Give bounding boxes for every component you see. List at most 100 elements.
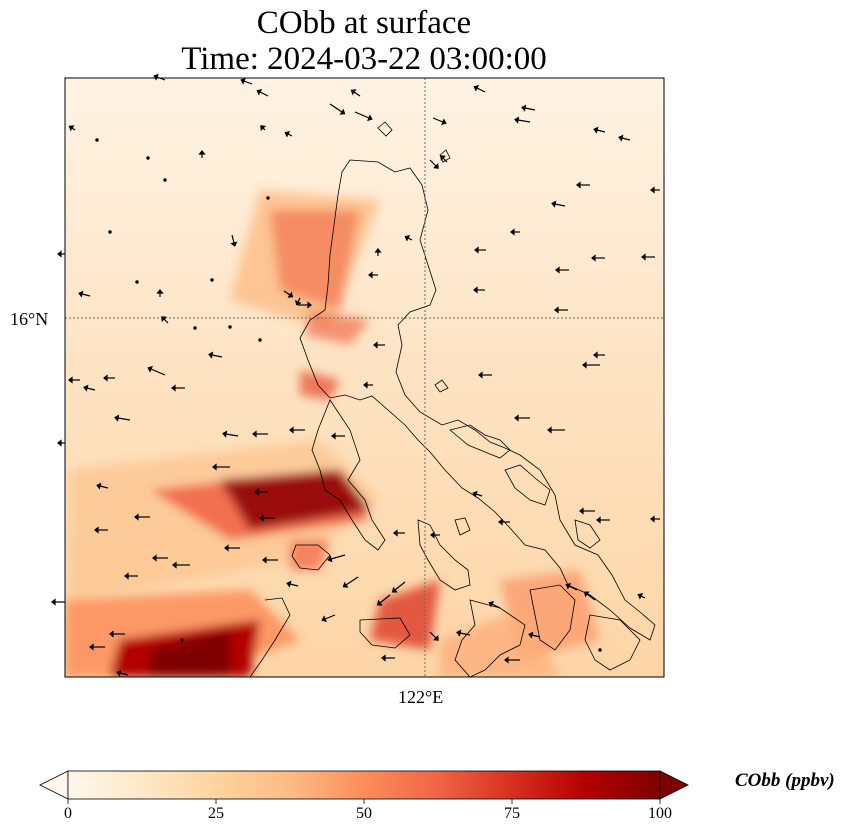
wind-vector-head	[591, 254, 596, 262]
wind-vector	[596, 129, 606, 133]
wind-vector-head	[350, 89, 357, 96]
wind-vector	[225, 433, 239, 437]
wind-vector-head	[256, 89, 263, 96]
wind-vector	[329, 103, 343, 113]
wind-vector	[442, 157, 448, 163]
wind-vector-head	[547, 426, 552, 434]
wind-vector-head	[555, 266, 560, 274]
map-frame	[64, 77, 665, 678]
wind-vector-head	[172, 561, 177, 569]
wind-vector-head	[161, 316, 168, 323]
wind-vector-head	[393, 529, 398, 537]
wind-vector-head	[373, 341, 378, 349]
wind-vector-head	[488, 601, 495, 608]
wind-vector	[394, 581, 406, 591]
wind-vector-head	[156, 289, 164, 294]
wind-vector-head	[152, 554, 157, 562]
wind-vector	[297, 297, 301, 303]
wind-vector	[345, 576, 359, 586]
wind-vector	[598, 648, 602, 652]
wind-vector-head	[96, 482, 102, 490]
wind-vector-head	[124, 572, 129, 580]
wind-vector-head	[295, 299, 302, 306]
colorbar	[39, 770, 689, 804]
wind-vector-head	[240, 77, 246, 85]
wind-vector	[353, 91, 361, 97]
wind-vector	[621, 137, 631, 141]
wind-vector	[407, 237, 413, 241]
wind-vector-head	[618, 134, 624, 142]
wind-vector-head	[109, 630, 114, 638]
wind-vector-head	[68, 376, 73, 384]
wind-vector	[108, 230, 112, 234]
wind-vector-head	[331, 432, 336, 440]
wind-vector	[475, 493, 483, 497]
wind-vector	[554, 203, 566, 207]
wind-vector	[193, 326, 197, 330]
wind-vector-head	[430, 531, 435, 539]
wind-vector-head	[367, 114, 373, 122]
wind-vector	[283, 290, 291, 296]
wind-vector	[163, 318, 169, 324]
wind-vector	[324, 614, 336, 620]
wind-vector-head	[284, 131, 291, 138]
wind-vector	[163, 178, 167, 182]
colorbar-tick-label: 25	[208, 805, 224, 822]
wind-vector-head	[287, 291, 294, 298]
latitude-gridline-label: 16°N	[10, 309, 49, 329]
wind-vector	[99, 485, 109, 489]
wind-vector-head	[514, 116, 520, 124]
wind-vector	[86, 387, 96, 391]
wind-vector-head	[514, 414, 519, 422]
wind-vector	[354, 111, 370, 119]
wind-vector-head	[374, 248, 382, 253]
wind-vector-head	[432, 162, 439, 169]
wind-vector	[258, 338, 262, 342]
wind-vector-head	[171, 384, 176, 392]
wind-vector-head	[230, 241, 238, 247]
map-title-line1: CObb at surface	[256, 5, 472, 41]
wind-vector-head	[637, 593, 644, 600]
wind-vector-head	[254, 488, 259, 496]
wind-vector-head	[368, 271, 373, 279]
wind-vector	[150, 368, 166, 376]
wind-vector-head	[289, 426, 294, 434]
wind-vector-head	[472, 490, 478, 498]
wind-vector-head	[262, 556, 267, 564]
wind-vector-head	[89, 643, 94, 651]
wind-vector-head	[260, 125, 267, 132]
wind-vector	[531, 634, 541, 638]
coastline	[249, 121, 656, 677]
wind-vector	[491, 603, 501, 609]
colorbar-tick-label: 0	[64, 805, 72, 822]
wind-vector-head	[342, 581, 349, 588]
wind-vector-head	[404, 235, 411, 242]
wind-vector	[119, 672, 129, 676]
colorbar-tick-label: 100	[648, 805, 672, 822]
wind-vector-head	[441, 118, 447, 126]
wind-vector	[210, 278, 214, 282]
wind-vector	[287, 133, 293, 137]
wind-vector-head	[208, 351, 214, 359]
wind-vector	[117, 417, 131, 421]
wind-vector-head	[381, 654, 386, 662]
wind-vector-head	[68, 125, 75, 132]
wind-vector-head	[528, 631, 534, 639]
wind-vector-head	[94, 526, 99, 534]
wind-vector	[289, 583, 299, 587]
wind-vector-head	[57, 439, 62, 447]
wind-vector-head	[212, 463, 217, 471]
colorbar-tick-label: 50	[356, 805, 372, 822]
wind-vector	[476, 87, 486, 93]
wind-vector-head	[473, 286, 478, 294]
wind-vector-head	[474, 246, 479, 254]
wind-vector	[524, 107, 536, 111]
wind-vector	[517, 119, 531, 123]
wind-vector	[429, 159, 437, 167]
wind-vector	[135, 280, 139, 284]
wind-vector	[640, 595, 646, 599]
wind-vector-head	[579, 507, 584, 515]
wind-vector	[243, 80, 253, 85]
wind-vector-head	[103, 374, 108, 382]
wind-vector-head	[327, 555, 333, 563]
